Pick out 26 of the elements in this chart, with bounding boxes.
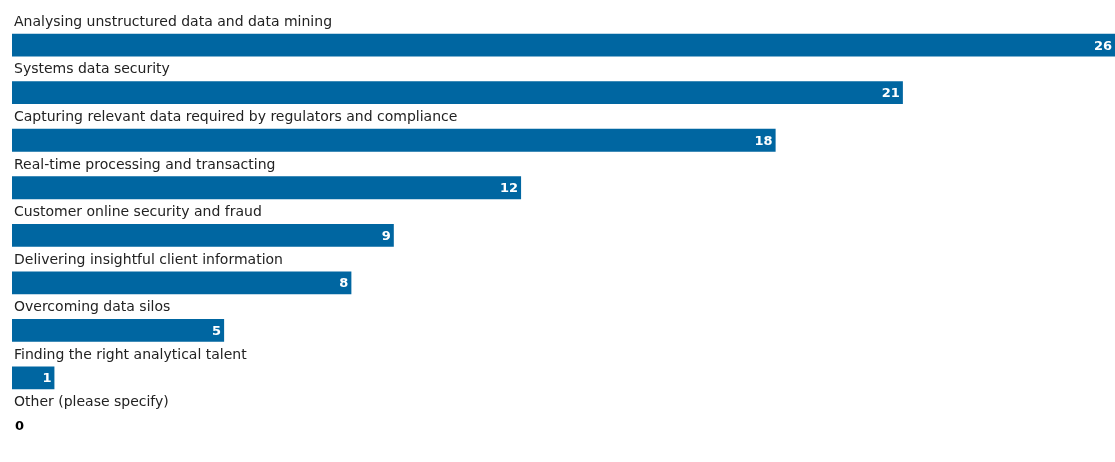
bar: [12, 33, 1115, 57]
data-label: 18: [754, 132, 773, 148]
y-tick-label: Delivering insightful client information: [14, 251, 283, 267]
y-tick-label: Finding the right analytical talent: [14, 346, 248, 362]
bar: [12, 128, 776, 152]
bar: [12, 223, 394, 247]
bar: [12, 366, 55, 390]
data-label: 9: [381, 227, 391, 243]
y-tick-label: Capturing relevant data required by regulators and compliance: [14, 108, 458, 124]
y-tick-label: Systems data security: [14, 60, 170, 76]
data-label: 5: [212, 322, 222, 338]
bar: [12, 176, 522, 200]
data-label: 12: [499, 180, 519, 196]
y-tick-label: Customer online security and fraud: [14, 203, 262, 219]
y-tick-label: Analysing unstructured data and data mining: [14, 13, 333, 29]
data-label: 26: [1093, 37, 1112, 53]
y-tick-label: Other (please specify): [14, 393, 169, 409]
bar: [12, 271, 352, 295]
data-label: 0: [15, 417, 25, 433]
data-label: 1: [42, 370, 52, 386]
bar: [12, 81, 903, 105]
data-label: 8: [339, 275, 349, 291]
y-tick-label: Overcoming data silos: [14, 298, 171, 314]
data-label: 21: [881, 85, 900, 101]
bar: [12, 318, 225, 342]
y-tick-label: Real-time processing and transacting: [14, 156, 276, 172]
